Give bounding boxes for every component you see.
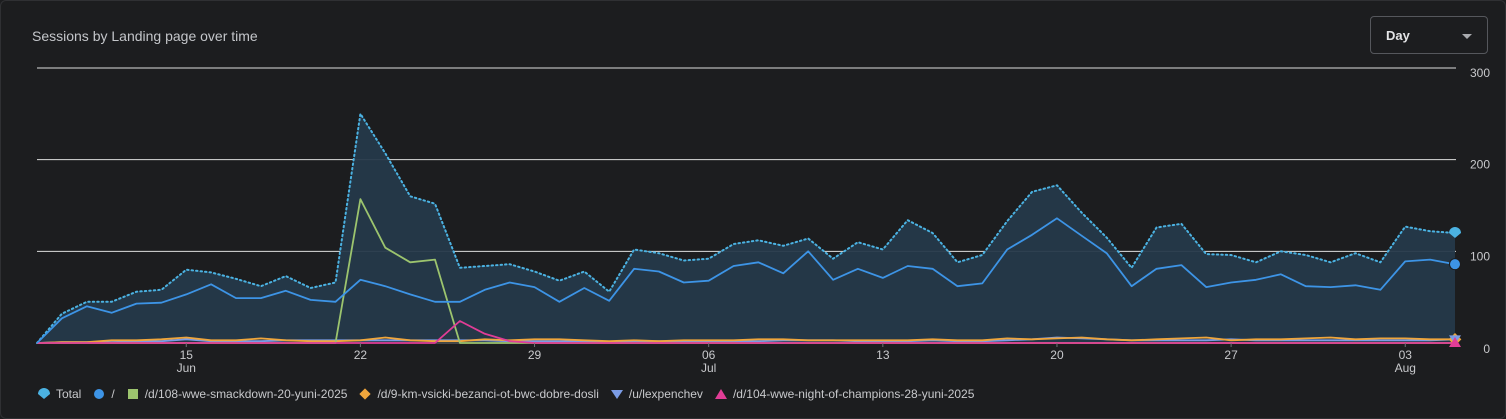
legend-item-champions[interactable]: /d/104-wwe-night-of-champions-28-yuni-20… <box>714 387 974 401</box>
series-lines <box>36 112 1456 344</box>
legend-item-slash[interactable]: / <box>92 387 115 401</box>
legend-smackdown-icon <box>127 389 138 399</box>
marker-slash <box>1449 258 1461 271</box>
y-axis-labels: 0 100 200 300 <box>1470 66 1490 356</box>
x-tick-label: 22 <box>354 348 368 362</box>
legend-item-bezanci[interactable]: /d/9-km-vsicki-bezanci-ot-bwc-dobre-dosl… <box>358 387 599 401</box>
legend-label: /u/lexpenchev <box>628 387 703 401</box>
y-tick-label: 300 <box>1470 66 1490 80</box>
marker-total <box>1449 227 1461 238</box>
legend-label: /d/9-km-vsicki-bezanci-ot-bwc-dobre-dosl… <box>377 387 599 401</box>
series-line-total <box>36 112 1456 344</box>
legend-item-total[interactable]: Total <box>37 387 81 401</box>
x-tick-label: 03 <box>1399 348 1413 362</box>
granularity-select[interactable]: Day <box>1370 16 1488 54</box>
legend-label: Total <box>56 387 82 401</box>
legend-total-icon <box>38 388 50 399</box>
x-tick-label: 13 <box>876 348 890 362</box>
legend-label: /d/108-wwe-smackdown-20-yuni-2025 <box>144 387 348 401</box>
end-markers <box>1448 227 1462 347</box>
legend-slash-icon <box>94 389 105 399</box>
granularity-value: Day <box>1386 28 1410 43</box>
x-tick-label: 20 <box>1050 348 1064 362</box>
series-line-champions <box>37 320 1455 344</box>
x-tick-label: 27 <box>1224 348 1238 362</box>
y-tick-label: 100 <box>1470 249 1490 263</box>
legend-item-lexpenchev[interactable]: /u/lexpenchev <box>610 387 703 401</box>
chart-title: Sessions by Landing page over time <box>32 28 258 44</box>
chevron-down-icon <box>1462 34 1472 39</box>
x-tick-sublabel: Aug <box>1395 361 1416 375</box>
y-tick-label: 200 <box>1470 158 1490 172</box>
legend-bezanci-icon <box>359 388 372 400</box>
legend-champions-icon <box>714 389 727 399</box>
series-line-slash <box>36 217 1456 344</box>
legend: Total / /d/108-wwe-smackdown-20-yuni-2025 /… <box>37 387 985 401</box>
legend-label: /d/104-wwe-night-of-champions-28-yuni-20… <box>732 387 975 401</box>
total-area <box>37 113 1455 343</box>
legend-item-smackdown[interactable]: /d/108-wwe-smackdown-20-yuni-2025 <box>126 387 348 401</box>
x-tick-label: 06 <box>702 348 716 362</box>
x-tick-sublabel: Jul <box>701 361 716 375</box>
y-tick-label: 0 <box>1483 342 1490 356</box>
series-line-bezanci <box>36 336 1455 344</box>
marker-champions <box>1449 337 1461 347</box>
legend-lexpenchev-icon <box>610 390 623 399</box>
x-tick-label: 29 <box>528 348 542 362</box>
x-tick-label: 15 <box>180 348 194 362</box>
legend-label: / <box>111 387 115 401</box>
total-area-fill <box>37 113 1455 343</box>
x-tick-sublabel: Jun <box>177 361 196 375</box>
